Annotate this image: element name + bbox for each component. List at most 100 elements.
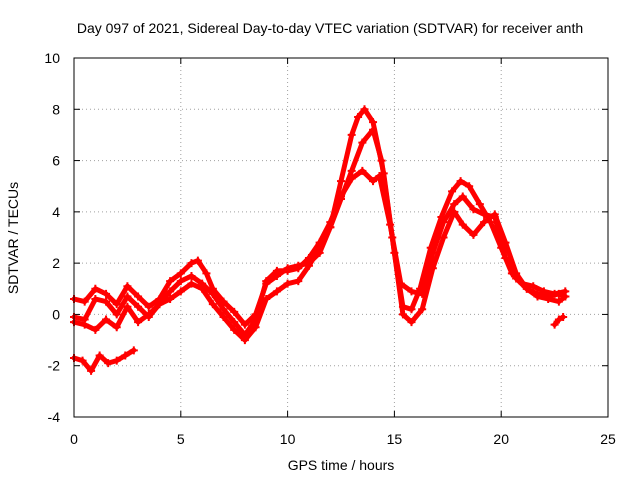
- data-point: [166, 277, 175, 286]
- data-point: [219, 305, 228, 314]
- data-point: [129, 346, 138, 355]
- y-tick-label: 4: [52, 204, 60, 220]
- data-point: [559, 312, 568, 321]
- data-point: [304, 261, 313, 270]
- data-point: [134, 292, 143, 301]
- data-point: [102, 297, 111, 306]
- data-point: [377, 156, 386, 165]
- data-point: [134, 302, 143, 311]
- y-tick-label: 2: [52, 255, 60, 271]
- data-point: [407, 305, 416, 314]
- data-point: [554, 289, 563, 298]
- data-point: [80, 320, 89, 329]
- data-point: [326, 223, 335, 232]
- data-point: [561, 292, 570, 301]
- data-point: [155, 300, 164, 309]
- data-point: [134, 318, 143, 327]
- series-track-5: [550, 312, 568, 329]
- data-point: [501, 238, 510, 247]
- data-point: [544, 295, 553, 304]
- series-track-3: [70, 125, 570, 345]
- y-tick-label: 10: [44, 50, 60, 66]
- data-point: [104, 359, 113, 368]
- data-point: [95, 351, 104, 360]
- data-point: [347, 130, 356, 139]
- data-point: [166, 287, 175, 296]
- x-tick-label: 25: [600, 431, 616, 447]
- data-point: [480, 218, 489, 227]
- data-point: [112, 300, 121, 309]
- data-point: [533, 292, 542, 301]
- data-point: [262, 295, 271, 304]
- data-point: [448, 187, 457, 196]
- data-point: [262, 277, 271, 286]
- data-point: [458, 220, 467, 229]
- data-point: [407, 318, 416, 327]
- data-point: [294, 277, 303, 286]
- grid-lines: [73, 57, 609, 418]
- data-point: [450, 207, 459, 216]
- data-point: [294, 264, 303, 273]
- data-point: [369, 125, 378, 134]
- data-point: [166, 295, 175, 304]
- data-point: [80, 297, 89, 306]
- data-point: [475, 200, 484, 209]
- x-tick-label: 0: [70, 431, 78, 447]
- data-point: [283, 279, 292, 288]
- data-point: [369, 177, 378, 186]
- data-point: [78, 356, 87, 365]
- data-point: [458, 192, 467, 201]
- y-tick-label: -2: [48, 358, 61, 374]
- data-point: [208, 289, 217, 298]
- data-point: [347, 166, 356, 175]
- data-point: [144, 302, 153, 311]
- data-point: [469, 230, 478, 239]
- data-point: [407, 287, 416, 296]
- data-point: [272, 266, 281, 275]
- data-point: [240, 320, 249, 329]
- data-point: [522, 284, 531, 293]
- data-point: [240, 336, 249, 345]
- data-point: [202, 269, 211, 278]
- data-point: [102, 289, 111, 298]
- data-point: [187, 259, 196, 268]
- data-point: [398, 310, 407, 319]
- data-point: [490, 210, 499, 219]
- data-point: [187, 271, 196, 280]
- data-point: [418, 305, 427, 314]
- data-point: [480, 210, 489, 219]
- data-point: [193, 256, 202, 265]
- data-point: [123, 302, 132, 311]
- data-point: [469, 205, 478, 214]
- data-point: [219, 312, 228, 321]
- data-point: [187, 279, 196, 288]
- series-line: [71, 127, 568, 343]
- data-point: [230, 318, 239, 327]
- data-point: [465, 182, 474, 191]
- y-tick-label: 8: [52, 101, 60, 117]
- data-point: [176, 277, 185, 286]
- data-point: [388, 233, 397, 242]
- data-point: [550, 320, 559, 329]
- data-point: [358, 166, 367, 175]
- y-tick-label: 6: [52, 153, 60, 169]
- data-point: [554, 297, 563, 306]
- data-point: [360, 105, 369, 114]
- data-point: [91, 284, 100, 293]
- x-axis-label: GPS time / hours: [288, 457, 395, 473]
- data-point: [358, 138, 367, 147]
- data-point: [112, 356, 121, 365]
- x-tick-labels: 0 5 10 15 20 25: [70, 431, 616, 447]
- chart-title: Day 097 of 2021, Sidereal Day-to-day VTE…: [77, 20, 583, 36]
- x-tick-label: 15: [387, 431, 403, 447]
- x-tick-label: 20: [493, 431, 509, 447]
- data-point: [456, 177, 465, 186]
- y-axis-label: SDTVAR / TECUs: [5, 182, 21, 294]
- data-point: [315, 243, 324, 252]
- data-point: [198, 284, 207, 293]
- data-point: [512, 269, 521, 278]
- data-point: [176, 269, 185, 278]
- data-point: [176, 287, 185, 296]
- data-point: [251, 323, 260, 332]
